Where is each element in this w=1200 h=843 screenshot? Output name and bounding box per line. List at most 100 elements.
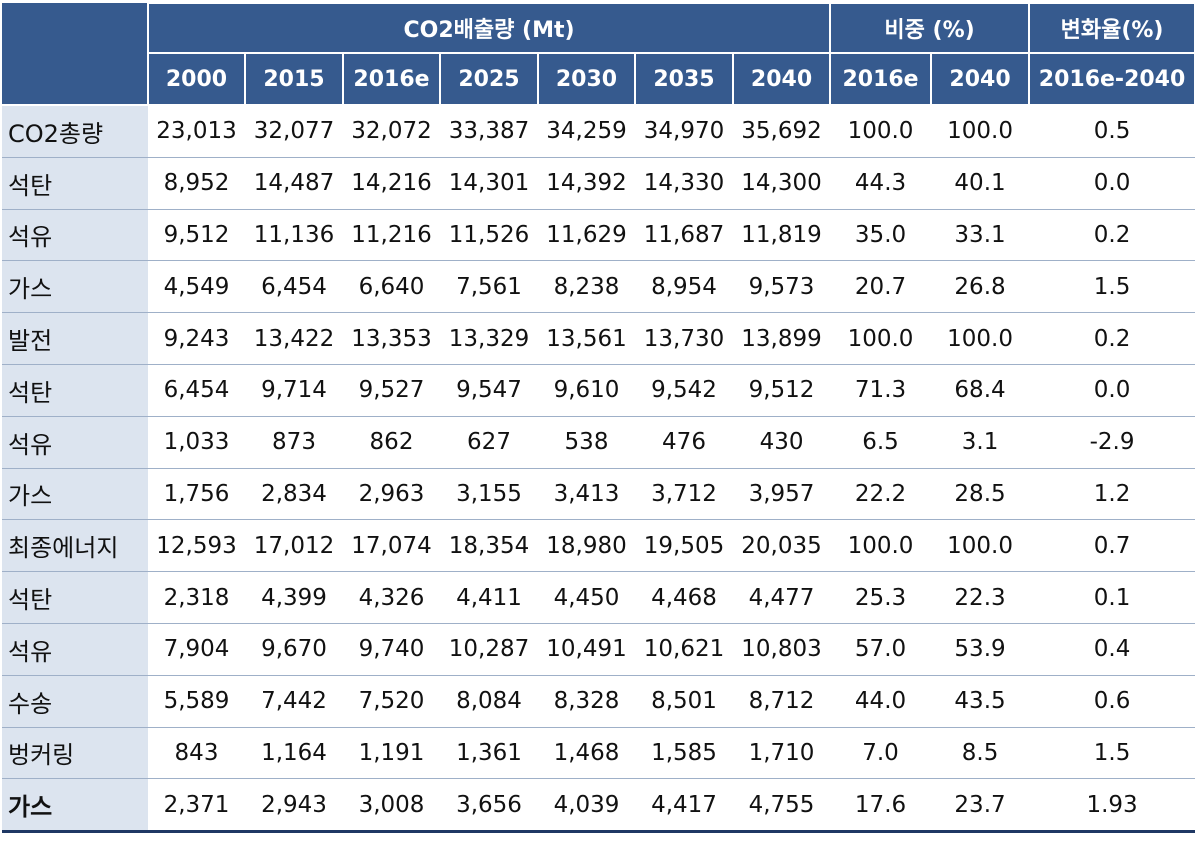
table-cell: 8,328: [538, 675, 635, 728]
header-year: 2016e: [342, 52, 441, 106]
table-cell: 28.5: [931, 468, 1030, 521]
table-cell: 0.0: [1029, 157, 1196, 210]
table-row: 석유 7,904 9,670 9,740 10,287 10,491 10,621 10,80…: [2, 623, 1196, 676]
table-cell: 26.8: [931, 260, 1030, 314]
table-cell: 3,155: [440, 468, 538, 521]
table-cell: 1,191: [343, 727, 440, 780]
table-cell: 1.2: [1029, 468, 1196, 521]
table-cell: 538: [538, 416, 635, 469]
table-row: 석유 1,033 873 862 627 538 476 430 6.5 3.1 -2.9: [2, 416, 1196, 469]
table-cell: 8.5: [931, 727, 1030, 780]
table-cell: 4,477: [733, 571, 831, 624]
table-cell: 4,411: [440, 571, 538, 624]
table-cell: 4,039: [538, 778, 635, 834]
header-share-year: 2040: [930, 52, 1031, 106]
table-cell: 11,216: [343, 209, 440, 262]
header-year: 2000: [147, 52, 246, 106]
table-cell: -2.9: [1029, 416, 1196, 469]
table-cell: 11,819: [733, 209, 831, 262]
table-cell: 843: [148, 727, 245, 780]
table-cell: 7,520: [343, 675, 440, 728]
row-label: 석탄: [2, 157, 148, 210]
table-cell: 9,512: [148, 209, 245, 262]
table-cell: 9,740: [343, 623, 440, 676]
table-cell: 53.9: [931, 623, 1030, 676]
table-cell: 7,904: [148, 623, 245, 676]
table-cell: 862: [343, 416, 440, 469]
table-cell: 100.0: [830, 105, 932, 158]
table-cell: 4,399: [245, 571, 343, 624]
table-cell: 11,629: [538, 209, 635, 262]
table-cell: 4,468: [635, 571, 733, 624]
table-cell: 11,687: [635, 209, 733, 262]
table-cell: 35,692: [733, 105, 831, 158]
table-cell: 17,012: [245, 519, 343, 573]
table-cell: 0.7: [1029, 519, 1196, 573]
table-cell: 20.7: [830, 260, 932, 314]
table-cell: 0.2: [1029, 312, 1196, 365]
header-year: 2030: [537, 52, 636, 106]
header-change-period: 2016e-2040: [1028, 52, 1197, 106]
table-cell: 22.2: [830, 468, 932, 521]
table-cell: 1,468: [538, 727, 635, 780]
table-cell: 2,963: [343, 468, 440, 521]
table-cell: 13,561: [538, 312, 635, 365]
row-label: 가스: [2, 778, 148, 834]
table-cell: 8,084: [440, 675, 538, 728]
table-cell: 34,259: [538, 105, 635, 158]
table-cell: 430: [733, 416, 831, 469]
table-cell: 11,526: [440, 209, 538, 262]
table-row: 가스 4,549 6,454 6,640 7,561 8,238 8,954 9,573 20.…: [2, 260, 1196, 314]
header-group-row: CO2배출량 (Mt) 비중 (%) 변화율(%): [2, 2, 1197, 106]
table-cell: 14,216: [343, 157, 440, 210]
table-cell: 20,035: [733, 519, 831, 573]
table-cell: 8,712: [733, 675, 831, 728]
table-cell: 6,454: [148, 364, 245, 417]
table-cell: 68.4: [931, 364, 1030, 417]
table-cell: 14,330: [635, 157, 733, 210]
table-cell: 9,547: [440, 364, 538, 417]
table-cell: 22.3: [931, 571, 1030, 624]
table-cell: 7.0: [830, 727, 932, 780]
table-row: 수송 5,589 7,442 7,520 8,084 8,328 8,501 8,712 44.…: [2, 675, 1196, 728]
table-cell: 18,980: [538, 519, 635, 573]
table-cell: 1.5: [1029, 260, 1196, 314]
table-cell: 9,512: [733, 364, 831, 417]
table-row: 가스 1,756 2,834 2,963 3,155 3,413 3,712 3,957 22.…: [2, 468, 1196, 521]
table-row: 석유 9,512 11,136 11,216 11,526 11,629 11,687 11,…: [2, 209, 1196, 262]
table-cell: 1,164: [245, 727, 343, 780]
table-cell: 6.5: [830, 416, 932, 469]
header-year: 2015: [244, 52, 344, 106]
table-cell: 23,013: [148, 105, 245, 158]
table-row: 석탄 8,952 14,487 14,216 14,301 14,392 14,330 14,…: [2, 157, 1196, 210]
table-cell: 13,329: [440, 312, 538, 365]
table-cell: 4,326: [343, 571, 440, 624]
table-cell: 1.5: [1029, 727, 1196, 780]
table-cell: 1,033: [148, 416, 245, 469]
table-cell: 25.3: [830, 571, 932, 624]
table-cell: 1,756: [148, 468, 245, 521]
table-cell: 2,371: [148, 778, 245, 834]
table-cell: 7,561: [440, 260, 538, 314]
table-cell: 0.5: [1029, 105, 1196, 158]
row-label: 가스: [2, 260, 148, 314]
table-cell: 6,454: [245, 260, 343, 314]
table-body: CO2총량 23,013 32,077 32,072 33,387 34,259 34,97…: [2, 105, 1196, 834]
header-year: 2025: [439, 52, 539, 106]
table-cell: 8,954: [635, 260, 733, 314]
table-cell: 3,008: [343, 778, 440, 834]
row-label: 석유: [2, 209, 148, 262]
table-cell: 9,610: [538, 364, 635, 417]
table-row: 최종에너지 12,593 17,012 17,074 18,354 18,980 19,50…: [2, 519, 1196, 573]
table-cell: 19,505: [635, 519, 733, 573]
table-cell: 13,899: [733, 312, 831, 365]
table-cell: 9,243: [148, 312, 245, 365]
table-cell: 3.1: [931, 416, 1030, 469]
table-cell: 6,640: [343, 260, 440, 314]
table-cell: 5,589: [148, 675, 245, 728]
table-cell: 2,318: [148, 571, 245, 624]
table-cell: 1,361: [440, 727, 538, 780]
row-label: 발전: [2, 312, 148, 365]
table-cell: 3,413: [538, 468, 635, 521]
row-label: 석유: [2, 416, 148, 469]
